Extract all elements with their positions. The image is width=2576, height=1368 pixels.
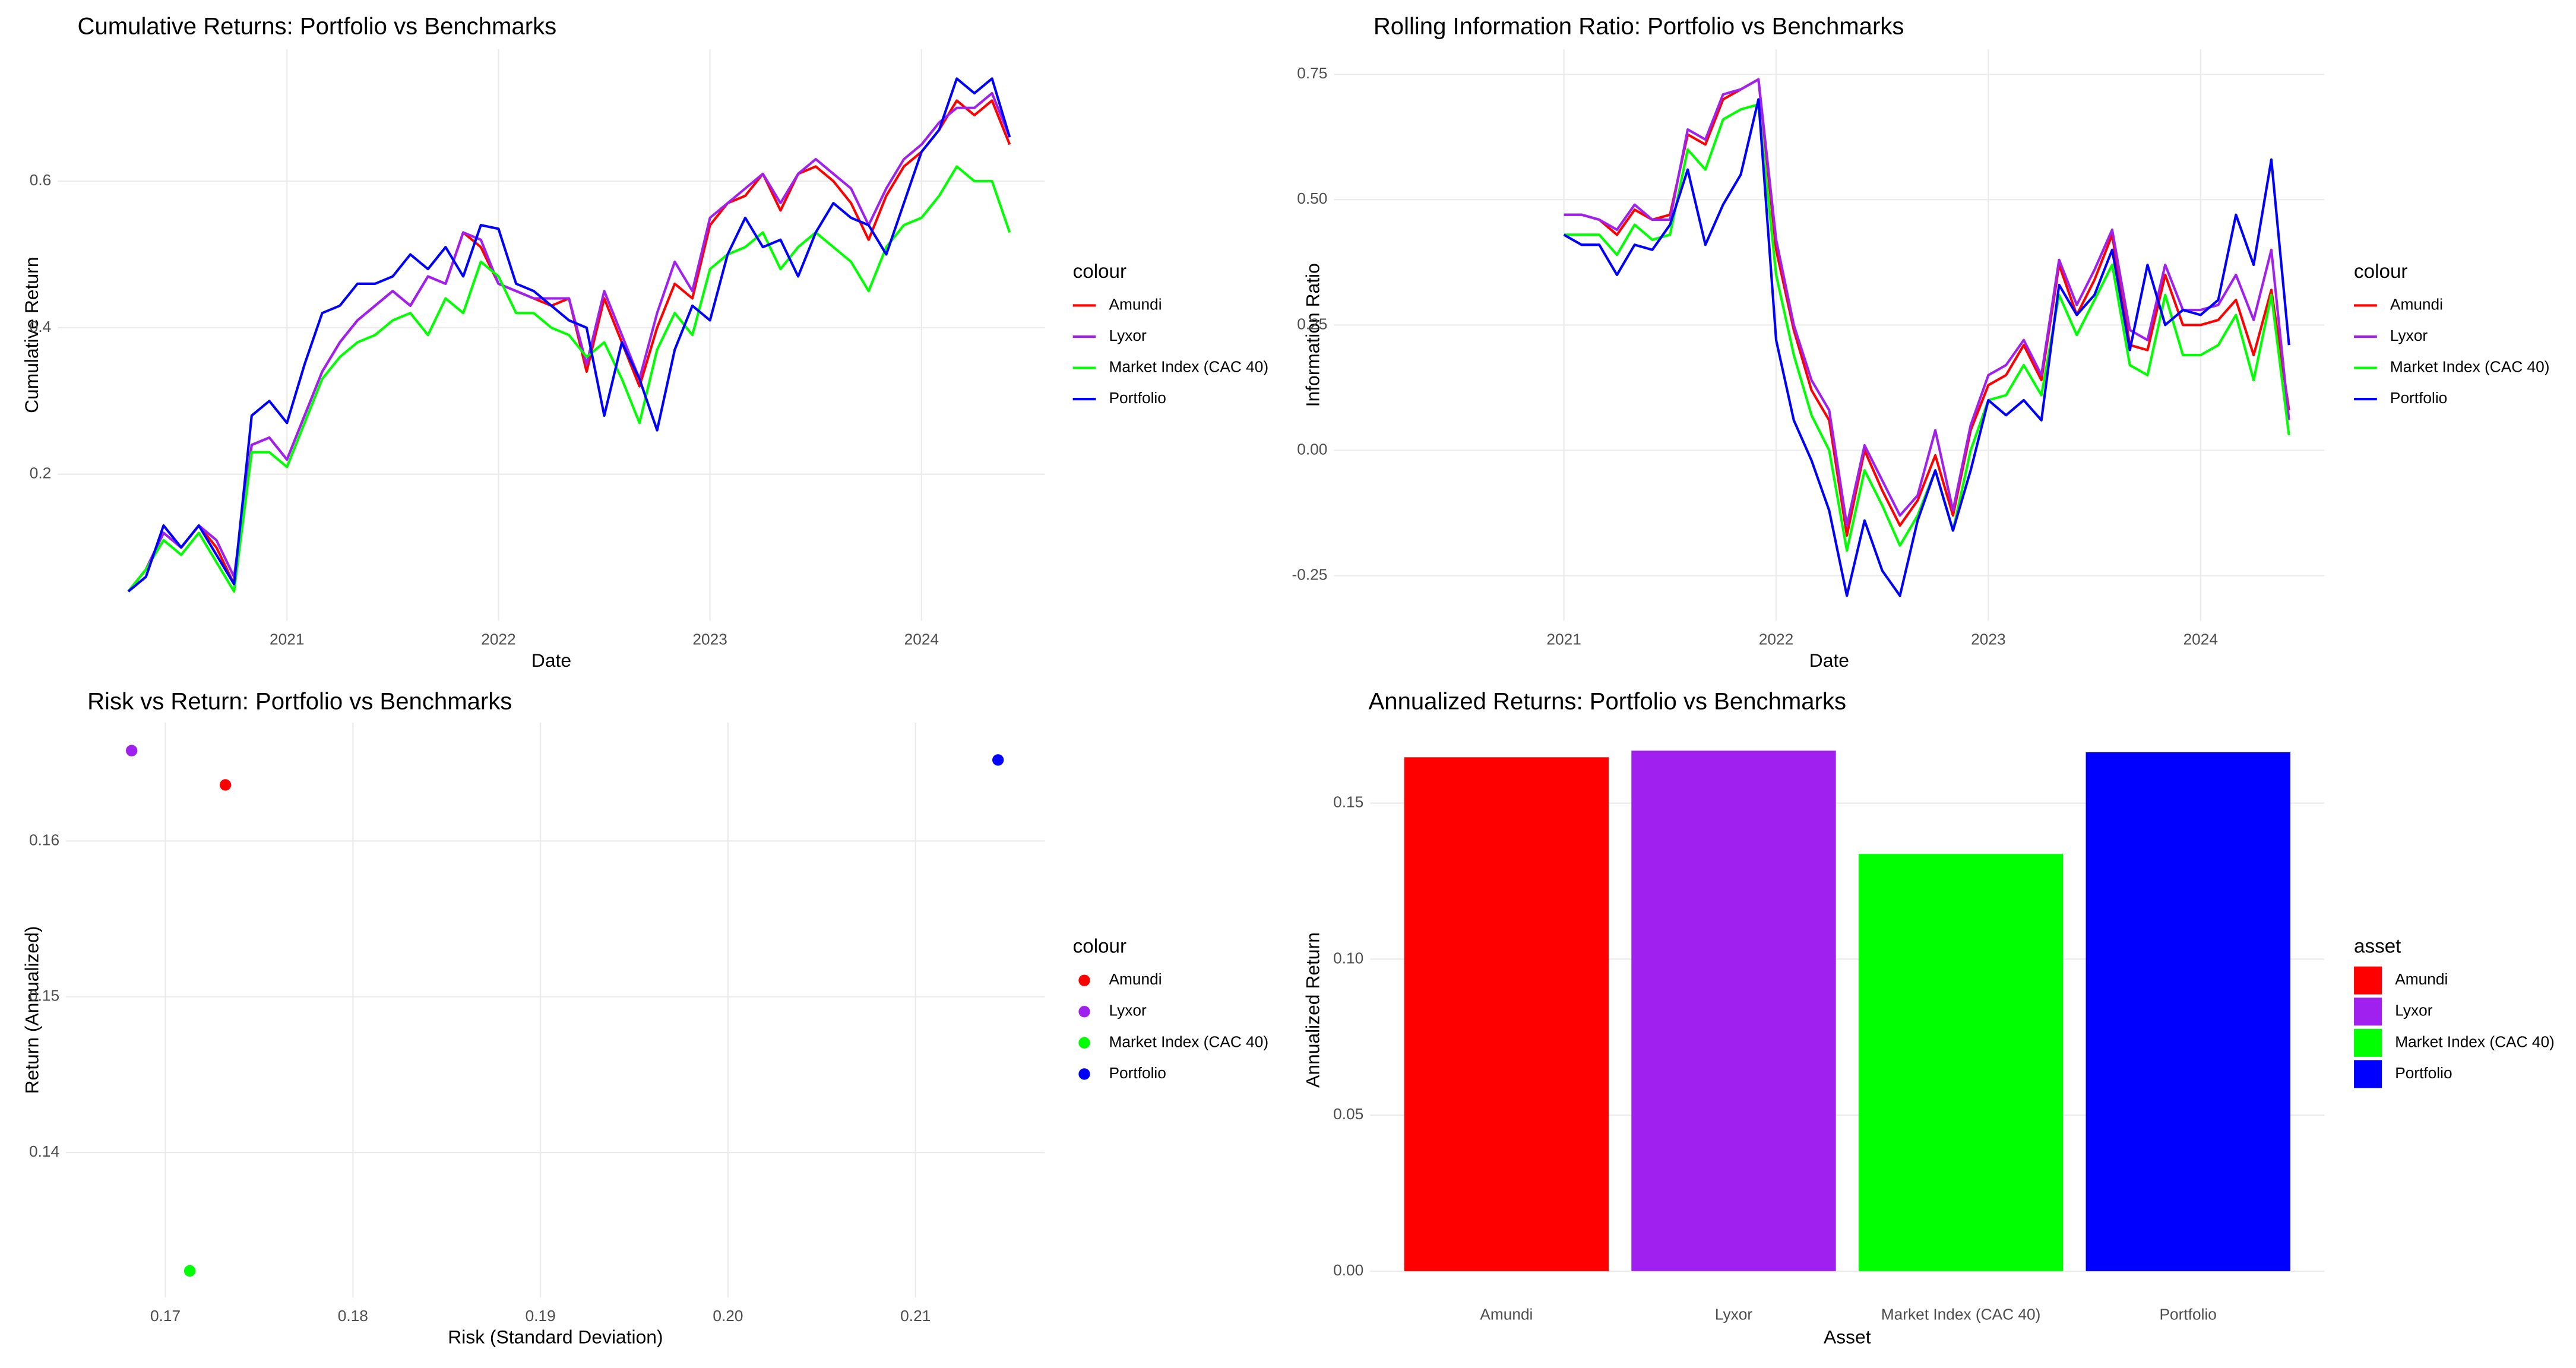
bar [1631, 750, 1836, 1271]
y-tick-label: 0.4 [30, 318, 52, 335]
point [992, 754, 1004, 766]
legend-label: Lyxor [2390, 327, 2428, 344]
y-tick-label: 0.50 [1297, 189, 1327, 207]
y-tick-label: 0.2 [30, 464, 52, 482]
series-line [127, 99, 1011, 593]
x-axis-title: Date [531, 650, 571, 671]
x-axis-title: Asset [1824, 1326, 1871, 1348]
legend-swatch [1078, 1006, 1090, 1018]
legend-label: Portfolio [2395, 1064, 2452, 1082]
x-tick-label: 2021 [1546, 631, 1581, 648]
y-tick-label: 0.15 [29, 987, 59, 1005]
legend-label: Amundi [2390, 295, 2443, 313]
y-tick-label: 0.10 [1333, 949, 1363, 967]
y-tick-label: 0.00 [1297, 440, 1327, 458]
x-tick-label: 0.17 [150, 1307, 181, 1325]
x-tick-label: 0.18 [338, 1307, 368, 1325]
legend-label: Lyxor [1109, 327, 1147, 344]
legend-swatch [1078, 974, 1090, 986]
legend-label: Amundi [1109, 295, 1162, 313]
x-tick-label: 2022 [1759, 631, 1793, 648]
bar [1858, 854, 2064, 1271]
legend-label: Portfolio [1109, 1064, 1166, 1082]
y-axis-title: Annualized Return [1302, 932, 1324, 1088]
y-axis-title: Cumulative Return [21, 257, 42, 413]
legend-label: Market Index (CAC 40) [2395, 1033, 2555, 1050]
y-axis-title: Information Ratio [1302, 263, 1324, 407]
legend-label: Portfolio [2390, 389, 2447, 407]
legend-title: colour [2354, 261, 2407, 283]
legend-label: Market Index (CAC 40) [2390, 358, 2550, 376]
y-tick-label: 0.15 [1333, 793, 1363, 811]
series-line [127, 91, 1011, 593]
y-tick-label: 0.75 [1297, 64, 1327, 82]
x-tick-label: 2024 [904, 631, 939, 648]
legend-label: Amundi [2395, 970, 2448, 988]
x-tick-label: 2021 [270, 631, 304, 648]
legend-swatch [1078, 1068, 1090, 1080]
chart-title: Annualized Returns: Portfolio vs Benchma… [1369, 688, 1846, 714]
x-tick-label: 0.20 [713, 1307, 743, 1325]
chart-title: Rolling Information Ratio: Portfolio vs … [1374, 14, 1904, 40]
series-line [1563, 98, 2290, 597]
legend-label: Market Index (CAC 40) [1109, 358, 1269, 376]
legend-swatch [2354, 1028, 2382, 1057]
series-line [127, 77, 1011, 593]
point [126, 745, 138, 756]
panel: Risk vs Return: Portfolio vs Benchmarks R… [21, 688, 1268, 1347]
legend-label: Amundi [1109, 970, 1162, 988]
legend-swatch [2354, 966, 2382, 995]
legend-label: Lyxor [2395, 1002, 2433, 1019]
bar [1404, 757, 1609, 1271]
panel: Annualized Returns: Portfolio vs Benchma… [1302, 688, 2555, 1347]
x-tick-label: 2023 [692, 631, 727, 648]
x-tick-label: Amundi [1480, 1305, 1533, 1323]
y-tick-label: 0.25 [1297, 315, 1327, 332]
legend-label: Lyxor [1109, 1002, 1147, 1019]
y-tick-label: 0.05 [1333, 1105, 1363, 1123]
point [183, 1265, 196, 1277]
y-tick-label: 0.14 [29, 1142, 59, 1160]
series-line [1564, 103, 2290, 552]
bar [2086, 752, 2290, 1271]
legend-title: colour [1073, 261, 1126, 283]
legend-title: colour [1073, 936, 1126, 958]
legend-title: asset [2354, 936, 2401, 958]
x-axis-title: Risk (Standard Deviation) [448, 1326, 663, 1348]
panel: Rolling Information Ratio: Portfolio vs … [1292, 14, 2550, 671]
x-tick-label: 0.21 [900, 1307, 931, 1325]
x-tick-label: 0.19 [526, 1307, 556, 1325]
chart-title: Risk vs Return: Portfolio vs Benchmarks [87, 688, 512, 714]
x-tick-label: 2023 [1971, 631, 2005, 648]
x-tick-label: 2022 [481, 631, 515, 648]
legend-swatch [2354, 998, 2382, 1026]
x-axis-title: Date [1809, 650, 1849, 671]
legend-label: Portfolio [1109, 389, 1166, 407]
y-tick-label: 0.16 [29, 831, 59, 848]
legend-label: Market Index (CAC 40) [1109, 1033, 1269, 1050]
x-tick-label: Portfolio [2160, 1305, 2217, 1323]
point [219, 779, 232, 791]
x-tick-label: 2024 [2183, 631, 2218, 648]
legend-swatch [1078, 1037, 1090, 1049]
y-axis-title: Return (Annualized) [21, 926, 42, 1094]
y-tick-label: 0.6 [30, 171, 52, 189]
chart-title: Cumulative Returns: Portfolio vs Benchma… [78, 14, 557, 40]
series-line [1564, 78, 2290, 527]
panel: Cumulative Returns: Portfolio vs Benchma… [21, 14, 1268, 671]
x-tick-label: Market Index (CAC 40) [1881, 1305, 2041, 1323]
series-line [127, 165, 1011, 593]
legend-swatch [2354, 1060, 2382, 1088]
y-tick-label: -0.25 [1292, 565, 1328, 583]
y-tick-label: 0.00 [1333, 1261, 1363, 1279]
x-tick-label: Lyxor [1715, 1305, 1753, 1323]
